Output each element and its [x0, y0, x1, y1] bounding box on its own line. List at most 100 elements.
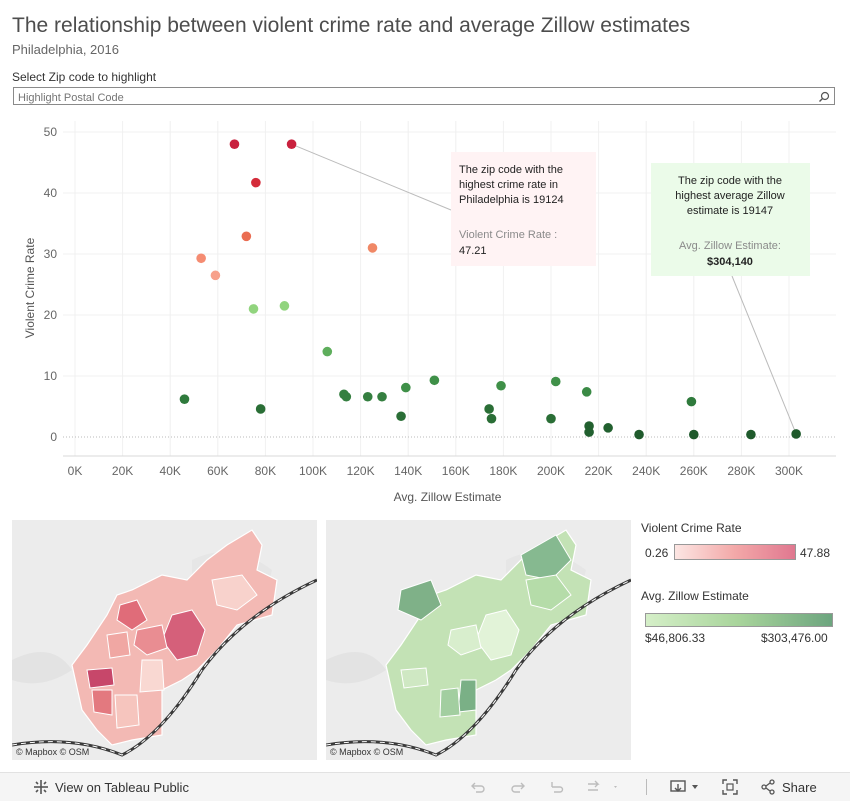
data-point[interactable] — [196, 253, 206, 264]
data-point[interactable] — [689, 429, 699, 440]
crime-legend-title: Violent Crime Rate — [641, 521, 742, 535]
x-tick-label: 0K — [68, 464, 83, 478]
share-button[interactable]: Share — [782, 780, 817, 795]
data-point[interactable] — [484, 404, 494, 414]
annotation-box — [451, 152, 596, 266]
x-tick-label: 300K — [775, 464, 803, 478]
data-point[interactable] — [546, 413, 556, 424]
x-tick-label: 60K — [207, 464, 228, 478]
data-point[interactable] — [279, 301, 290, 311]
download-icon[interactable] — [670, 779, 702, 800]
toolbar-divider — [646, 779, 647, 795]
filter-label: Select Zip code to highlight — [12, 70, 157, 84]
data-point[interactable] — [603, 423, 613, 433]
share-icon[interactable] — [760, 779, 776, 800]
view-on-tableau-public-link[interactable]: View on Tableau Public — [55, 780, 189, 795]
data-point[interactable] — [210, 270, 221, 281]
data-point[interactable] — [396, 411, 406, 422]
data-point[interactable] — [686, 396, 697, 407]
y-tick-label: 20 — [44, 308, 58, 322]
crime-legend-min: 0.26 — [645, 546, 669, 560]
y-axis-label: Violent Crime Rate — [23, 237, 37, 338]
data-point[interactable] — [429, 375, 440, 386]
x-tick-label: 200K — [537, 464, 565, 478]
x-tick-label: 100K — [299, 464, 327, 478]
axes: 0K 20K 40K 60K 80K 100K 120K 140K 160K 180K 200K 22… — [23, 125, 836, 504]
annotation-label: Violent Crime Rate : — [459, 229, 557, 241]
x-tick-label: 260K — [680, 464, 708, 478]
data-point[interactable] — [251, 177, 261, 188]
map-credit: © Mapbox © OSM — [16, 747, 90, 757]
redo-icon[interactable] — [510, 779, 526, 800]
data-point[interactable] — [401, 382, 411, 393]
data-point[interactable] — [322, 346, 333, 357]
data-point[interactable] — [367, 243, 378, 253]
y-tick-label: 10 — [44, 369, 58, 383]
annotation-value: $304,140 — [707, 256, 753, 268]
crime-legend-max: 47.88 — [800, 546, 831, 560]
x-tick-label: 140K — [394, 464, 422, 478]
crime-rate-map[interactable]: © Mapbox © OSM — [12, 520, 317, 760]
crime-legend-gradient — [674, 544, 796, 560]
x-tick-label: 160K — [442, 464, 470, 478]
highlight-postal-code-input[interactable] — [14, 90, 802, 106]
zillow-legend-min: $46,806.33 — [645, 631, 706, 645]
annotation-text: The zip code with the highest crime rate … — [459, 164, 564, 206]
x-tick-label: 240K — [632, 464, 660, 478]
tableau-toolbar: View on Tableau Public Share — [0, 772, 850, 801]
y-tick-label: 30 — [44, 247, 58, 261]
x-tick-label: 280K — [727, 464, 755, 478]
data-point[interactable] — [496, 380, 506, 391]
y-tick-label: 0 — [50, 430, 57, 444]
data-point[interactable] — [362, 391, 373, 402]
undo-icon[interactable] — [470, 779, 486, 800]
annotation-leader — [731, 275, 797, 435]
revert-icon[interactable] — [548, 779, 564, 800]
scatter-plot: The zip code with the highest crime rate … — [23, 121, 836, 504]
tableau-logo-icon[interactable] — [33, 779, 49, 800]
data-point[interactable] — [241, 231, 252, 242]
annotation-box — [651, 163, 810, 276]
data-point[interactable] — [634, 429, 644, 440]
annotation-value: 47.21 — [459, 245, 487, 257]
x-tick-label: 40K — [160, 464, 181, 478]
zillow-legend-max: $303,476.00 — [761, 631, 828, 645]
search-icon[interactable] — [818, 90, 830, 108]
annotation-text: The zip code with the highest average Zil… — [675, 175, 785, 217]
x-axis-label: Avg. Zillow Estimate — [394, 490, 502, 504]
annotations: The zip code with the highest crime rate … — [291, 143, 810, 435]
zillow-choropleth[interactable] — [326, 520, 631, 760]
data-point[interactable] — [581, 387, 592, 397]
x-tick-label: 80K — [255, 464, 276, 478]
data-point[interactable] — [584, 427, 594, 437]
refresh-icon[interactable] — [585, 779, 619, 800]
data-point[interactable] — [746, 429, 756, 440]
fullscreen-icon[interactable] — [722, 779, 738, 800]
data-point[interactable] — [179, 394, 190, 404]
zillow-legend-title: Avg. Zillow Estimate — [641, 589, 749, 603]
x-tick-label: 180K — [489, 464, 517, 478]
data-point[interactable] — [229, 139, 240, 149]
data-point[interactable] — [248, 304, 259, 314]
highlight-filter[interactable] — [13, 87, 835, 108]
annotation-leader — [291, 143, 452, 211]
data-point[interactable] — [341, 391, 352, 402]
annotation-label: Avg. Zillow Estimate: — [679, 240, 781, 252]
x-tick-label: 20K — [112, 464, 133, 478]
map-credit: © Mapbox © OSM — [330, 747, 404, 757]
data-point[interactable] — [377, 391, 387, 402]
x-tick-label: 220K — [585, 464, 613, 478]
data-point[interactable] — [550, 376, 561, 387]
crime-choropleth[interactable] — [12, 520, 317, 760]
chart-subtitle: Philadelphia, 2016 — [12, 42, 119, 57]
chart-title: The relationship between violent crime r… — [12, 14, 691, 37]
data-point[interactable] — [791, 429, 801, 439]
data-points[interactable] — [179, 139, 801, 440]
y-tick-label: 50 — [44, 125, 58, 139]
data-point[interactable] — [255, 404, 266, 414]
data-point[interactable] — [286, 139, 297, 149]
zillow-estimate-map[interactable]: © Mapbox © OSM — [326, 520, 631, 760]
zillow-legend-gradient — [645, 613, 833, 627]
x-tick-label: 120K — [347, 464, 375, 478]
data-point[interactable] — [486, 413, 497, 424]
